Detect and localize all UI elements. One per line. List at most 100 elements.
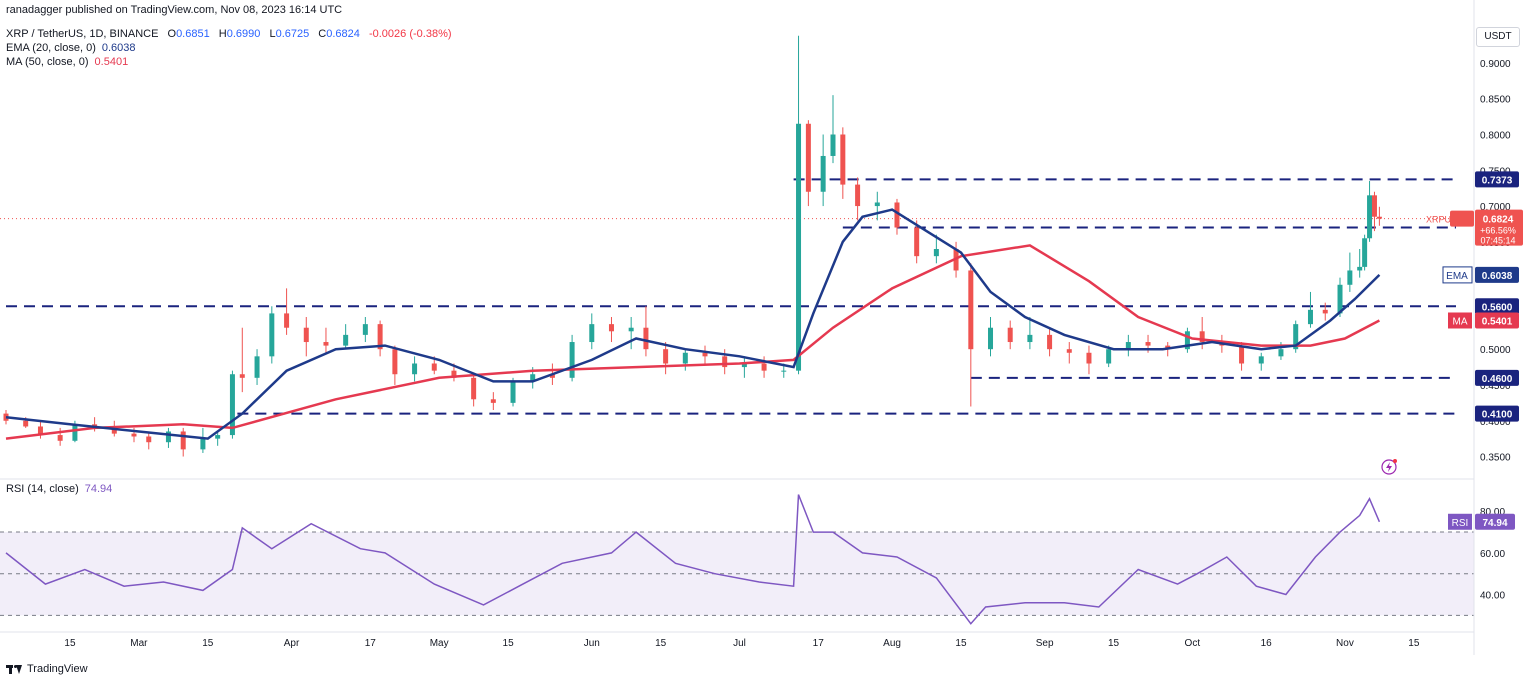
candle-body[interactable] bbox=[933, 249, 939, 257]
candle-body[interactable] bbox=[254, 356, 260, 378]
ema-legend[interactable]: EMA (20, close, 0) 0.6038 bbox=[6, 42, 136, 55]
candle-body[interactable] bbox=[608, 324, 614, 332]
time-tick-label: Mar bbox=[130, 638, 148, 649]
candle-body[interactable] bbox=[323, 342, 329, 346]
rsi-legend-label: RSI (14, close) bbox=[6, 483, 79, 495]
candle-body[interactable] bbox=[830, 134, 836, 156]
rsi-tag-label: RSI bbox=[1452, 518, 1469, 529]
candle-body[interactable] bbox=[741, 363, 747, 368]
ma-legend[interactable]: MA (50, close, 0) 0.5401 bbox=[6, 56, 128, 69]
candle-body[interactable] bbox=[1371, 195, 1377, 217]
candle-body[interactable] bbox=[1278, 349, 1284, 357]
candle-body[interactable] bbox=[682, 352, 688, 364]
candle-body[interactable] bbox=[1337, 284, 1343, 314]
candle-body[interactable] bbox=[1307, 309, 1313, 325]
candle-body[interactable] bbox=[362, 324, 368, 335]
candle-body[interactable] bbox=[490, 399, 496, 403]
candle-body[interactable] bbox=[643, 327, 649, 350]
candle-body[interactable] bbox=[510, 381, 516, 403]
candle-body[interactable] bbox=[988, 327, 994, 350]
candle-body[interactable] bbox=[968, 270, 974, 350]
tradingview-brand-text: TradingView bbox=[27, 663, 88, 675]
candle-body[interactable] bbox=[1322, 309, 1328, 314]
candle-body[interactable] bbox=[1347, 270, 1353, 285]
candle-body[interactable] bbox=[549, 374, 555, 378]
candle-body[interactable] bbox=[761, 363, 767, 371]
candle-body[interactable] bbox=[663, 349, 669, 364]
candle-body[interactable] bbox=[855, 184, 861, 207]
candle-body[interactable] bbox=[820, 155, 826, 192]
candle-body[interactable] bbox=[303, 327, 309, 343]
candle-body[interactable] bbox=[412, 363, 418, 375]
candle-body[interactable] bbox=[805, 123, 811, 192]
candle-body[interactable] bbox=[1184, 331, 1190, 350]
publisher-line: ranadagger published on TradingView.com,… bbox=[6, 4, 342, 17]
candle-body[interactable] bbox=[165, 431, 171, 443]
price-tick-label: 0.7000 bbox=[1480, 202, 1511, 213]
time-tick-label: 17 bbox=[813, 638, 825, 649]
candle-body[interactable] bbox=[702, 352, 708, 357]
candle-body[interactable] bbox=[392, 349, 398, 375]
candle-body[interactable] bbox=[1047, 334, 1053, 350]
candle-body[interactable] bbox=[1007, 327, 1013, 343]
currency-label: USDT bbox=[1484, 31, 1512, 42]
symbol-label[interactable]: XRP / TetherUS, 1D, BINANCE bbox=[6, 28, 159, 40]
candle-body[interactable] bbox=[23, 420, 29, 427]
candle-body[interactable] bbox=[200, 438, 206, 450]
candle-body[interactable] bbox=[589, 324, 595, 343]
candle-body[interactable] bbox=[377, 324, 383, 350]
candle-body[interactable] bbox=[1086, 352, 1092, 364]
candle-body[interactable] bbox=[180, 431, 186, 450]
ema-value-tag bbox=[1475, 266, 1519, 283]
ma-tag-box bbox=[1448, 312, 1472, 329]
rsi-legend[interactable]: RSI (14, close) 74.94 bbox=[6, 483, 112, 496]
candle-body[interactable] bbox=[471, 377, 477, 400]
level-tag-label: 0.7373 bbox=[1482, 175, 1513, 186]
candle-body[interactable] bbox=[239, 374, 245, 378]
candle-body[interactable] bbox=[146, 436, 152, 443]
candle-body[interactable] bbox=[722, 356, 728, 368]
candle-body[interactable] bbox=[1199, 331, 1205, 343]
event-icon[interactable] bbox=[1381, 459, 1397, 475]
candle-body[interactable] bbox=[431, 363, 437, 371]
candle-body[interactable] bbox=[796, 123, 802, 371]
candle-body[interactable] bbox=[343, 334, 349, 346]
candle-body[interactable] bbox=[1239, 345, 1245, 364]
candle-body[interactable] bbox=[131, 433, 137, 437]
candle-body[interactable] bbox=[1376, 216, 1382, 219]
ema-legend-value: 0.6038 bbox=[101, 42, 136, 54]
candle-body[interactable] bbox=[530, 374, 536, 382]
candle-body[interactable] bbox=[628, 327, 634, 332]
candle-body[interactable] bbox=[269, 313, 275, 357]
candle-body[interactable] bbox=[72, 424, 78, 441]
candle-body[interactable] bbox=[1066, 349, 1072, 353]
currency-button[interactable]: USDT bbox=[1476, 27, 1520, 47]
tradingview-brand[interactable]: TradingView bbox=[6, 663, 88, 675]
candle-body[interactable] bbox=[57, 435, 63, 441]
candle-body[interactable] bbox=[1145, 342, 1151, 346]
candle-body[interactable] bbox=[1125, 342, 1131, 350]
last-price-tag bbox=[1475, 209, 1523, 246]
candle-body[interactable] bbox=[1027, 334, 1033, 343]
candle-body[interactable] bbox=[1293, 324, 1299, 350]
candle-body[interactable] bbox=[1106, 349, 1112, 364]
candle-body[interactable] bbox=[229, 374, 235, 436]
candle-body[interactable] bbox=[894, 202, 900, 228]
candle-body[interactable] bbox=[1357, 266, 1363, 271]
candle-body[interactable] bbox=[914, 227, 920, 257]
price-tick-label: 0.5000 bbox=[1480, 345, 1511, 356]
price-tick-label: 0.4500 bbox=[1480, 381, 1511, 392]
candle-body[interactable] bbox=[569, 342, 575, 378]
candle-body[interactable] bbox=[1367, 195, 1373, 239]
candle-body[interactable] bbox=[111, 427, 117, 434]
candle-body[interactable] bbox=[37, 426, 43, 436]
candle-body[interactable] bbox=[215, 435, 221, 439]
candle-body[interactable] bbox=[874, 202, 880, 207]
candle-body[interactable] bbox=[284, 313, 290, 328]
candle-body[interactable] bbox=[3, 413, 9, 421]
candle-body[interactable] bbox=[451, 370, 457, 378]
candle-body[interactable] bbox=[1258, 356, 1264, 364]
candle-body[interactable] bbox=[781, 370, 787, 372]
candle-body[interactable] bbox=[1362, 238, 1368, 267]
candle-body[interactable] bbox=[840, 134, 846, 185]
